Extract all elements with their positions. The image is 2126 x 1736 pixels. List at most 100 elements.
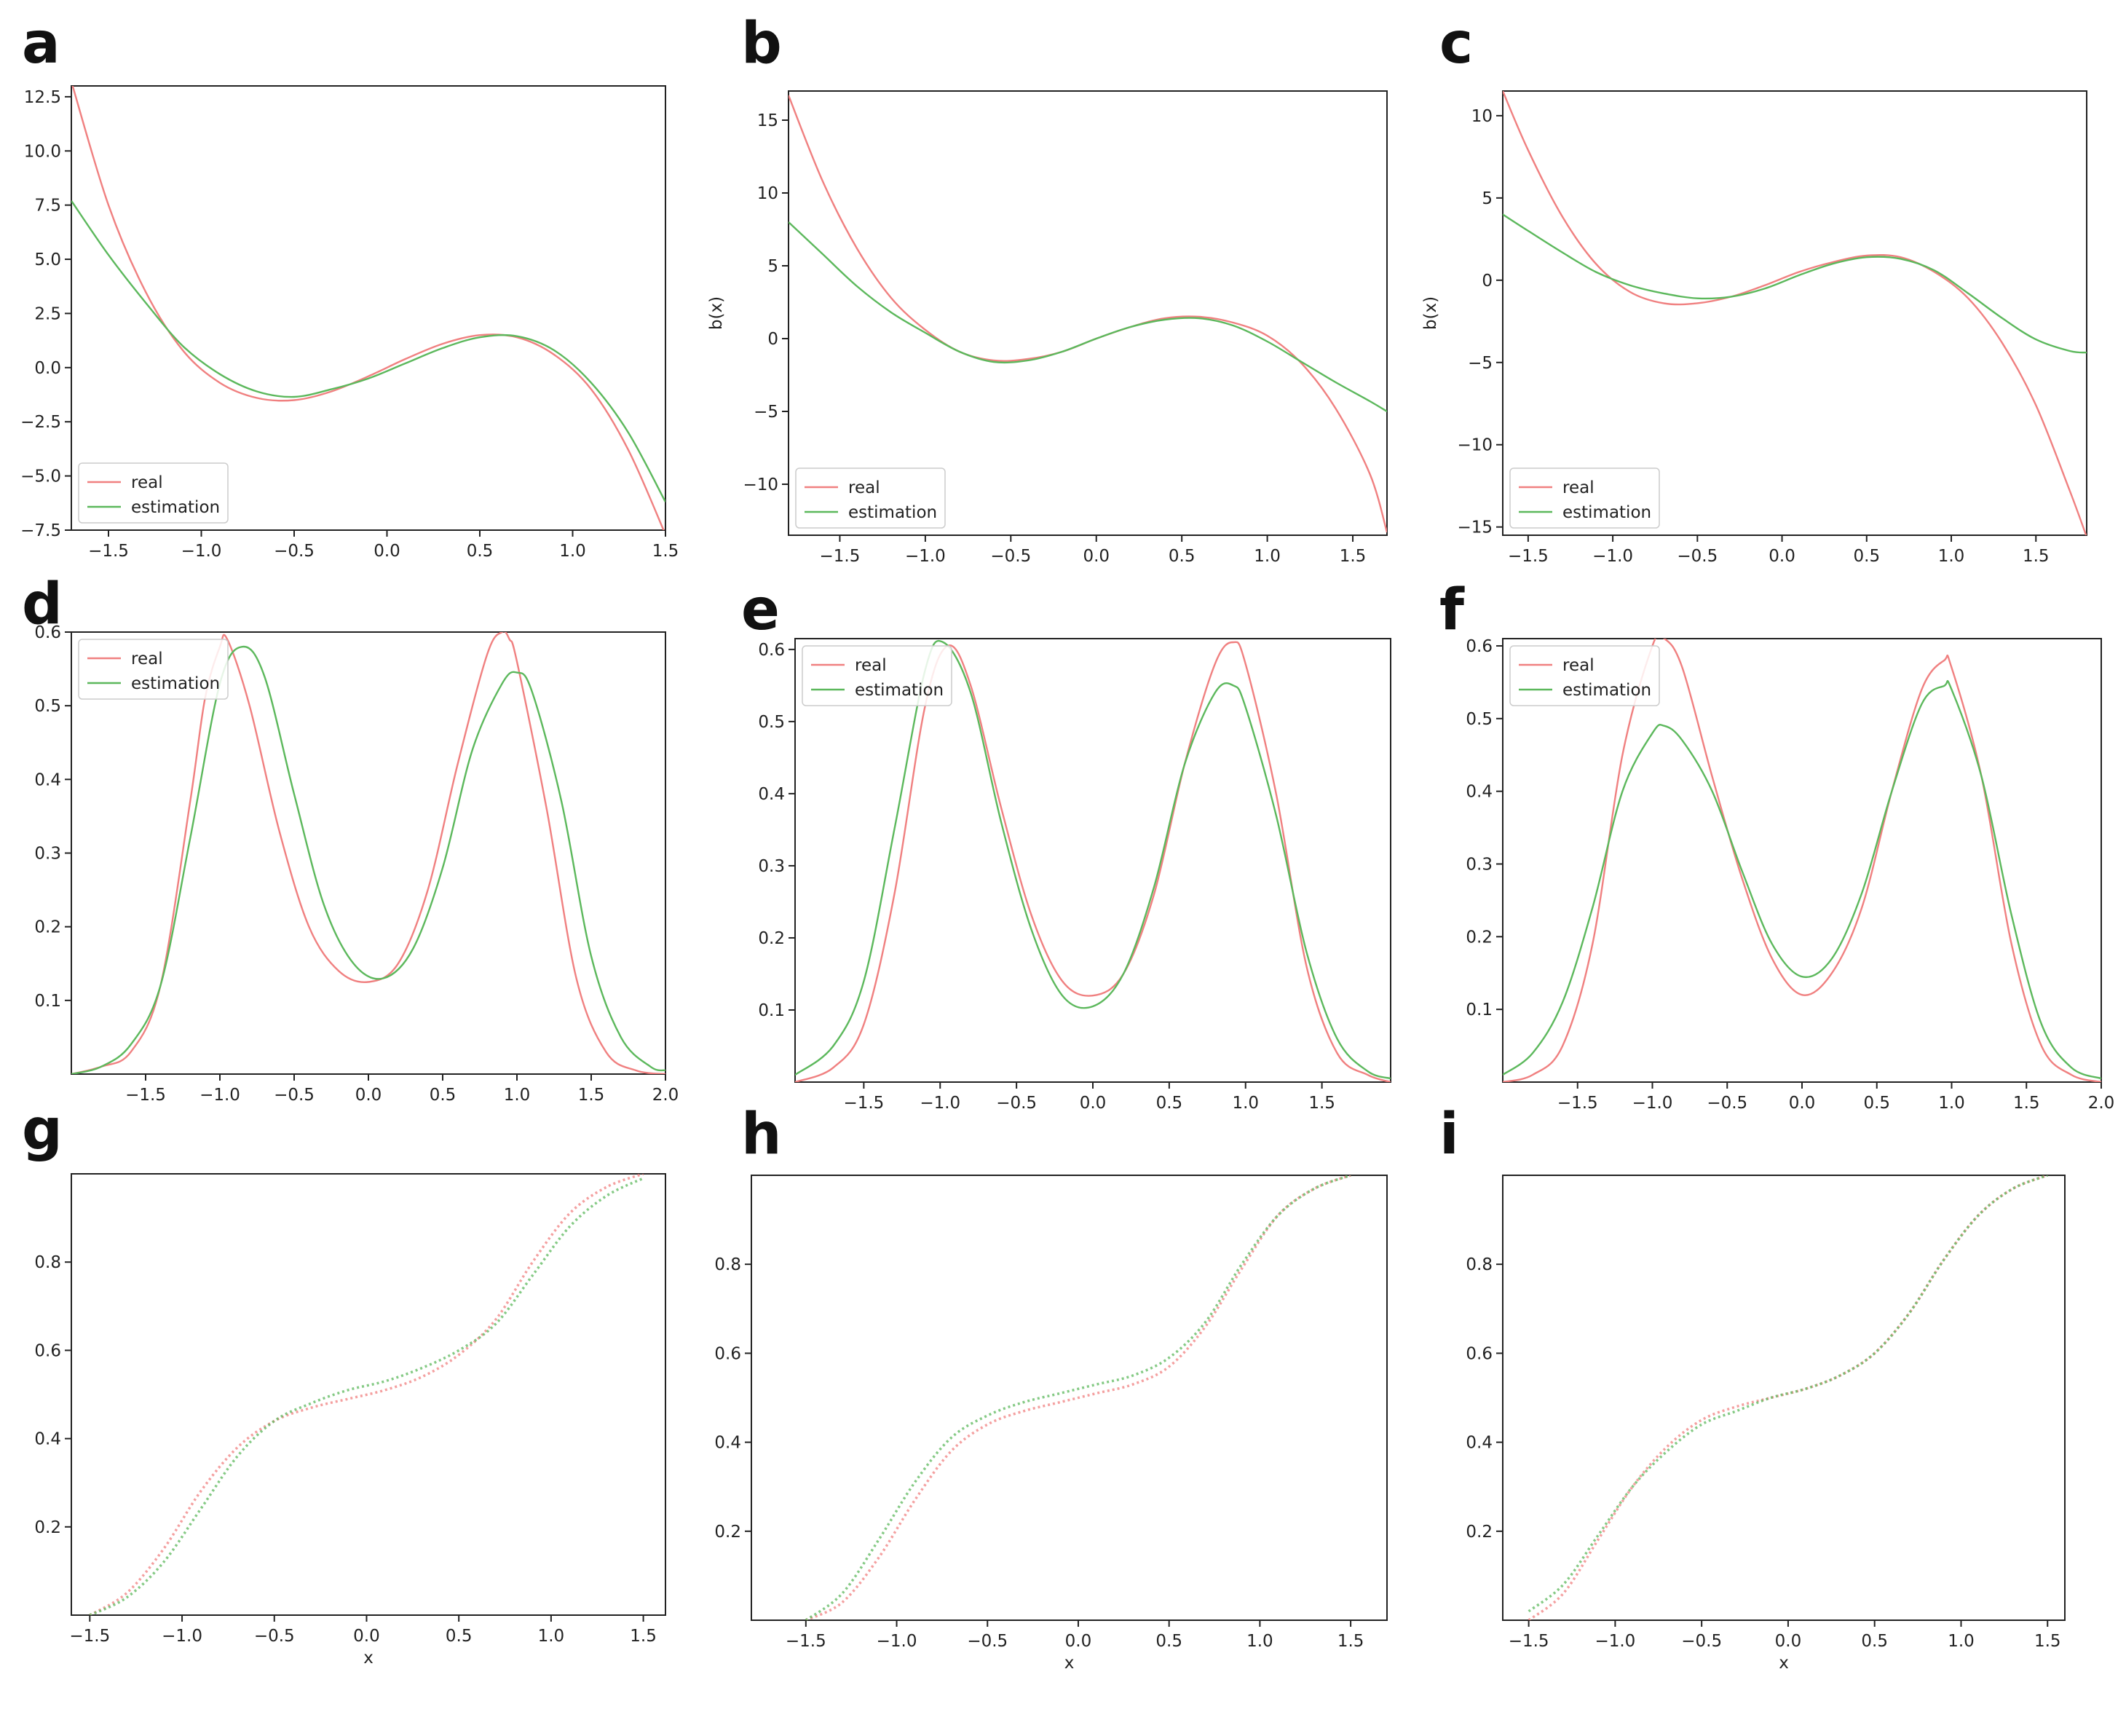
x-tick-label: −1.0	[920, 1094, 960, 1113]
y-tick-label: −10	[743, 476, 778, 494]
legend-box	[802, 645, 952, 706]
series-line-cdf-real	[1528, 1175, 2048, 1620]
series-line-estimation	[1503, 213, 2087, 354]
x-tick-label: −0.5	[274, 542, 315, 561]
x-tick-label: 0.0	[1769, 547, 1795, 566]
y-tick-label: 0.6	[34, 623, 61, 642]
y-tick-label: 0.8	[1466, 1255, 1493, 1274]
legend-entry: estimation	[1562, 681, 1651, 700]
x-tick-label: −1.5	[88, 542, 129, 561]
x-tick-label: −1.0	[1592, 547, 1633, 566]
series-line-real	[795, 641, 1391, 1082]
x-tick-label: 1.5	[2034, 1632, 2061, 1651]
legend-entry: real	[131, 473, 163, 492]
y-axis-label: b(x)	[707, 296, 726, 330]
y-tick-label: 0.8	[714, 1255, 741, 1274]
legend: real estimation	[802, 645, 952, 706]
y-tick-label: 0.3	[1466, 855, 1493, 874]
panel-letter: c	[1439, 11, 1473, 76]
x-tick-label: 1.0	[559, 542, 586, 561]
y-tick-label: 0.2	[1466, 1523, 1493, 1542]
x-tick-label: 1.5	[1337, 1632, 1364, 1651]
x-tick-label: 0.0	[353, 1627, 380, 1646]
y-tick-label: 0.3	[758, 857, 785, 876]
y-tick-label: 0.4	[34, 1430, 61, 1449]
x-tick-label: −0.5	[996, 1094, 1037, 1113]
y-tick-label: 0.6	[758, 641, 785, 660]
panel-letter: d	[22, 572, 63, 637]
legend-box	[78, 639, 229, 700]
series-line-real	[789, 95, 1387, 533]
y-tick-label: 5	[1482, 189, 1493, 208]
panel-i: i −1.5 −1.0 −0.5 0.0 0.5 1.0 1.5 0.2 0.4 0.6 0.8 x	[1439, 1102, 2066, 1673]
series-line-real	[1503, 639, 2101, 1082]
x-tick-label: 0.5	[446, 1627, 473, 1646]
y-tick-label: 5.0	[34, 250, 61, 269]
x-tick-label: 0.0	[1065, 1632, 1092, 1651]
x-tick-label: −0.5	[1707, 1094, 1747, 1113]
x-tick-label: 0.5	[467, 542, 494, 561]
series-line-cdf-real	[89, 1174, 644, 1615]
panel-e: e −1.5 −1.0 −0.5 0.0 0.5 1.0 1.5 0.1 0.2 0.3 0.4 0.5…	[741, 577, 1391, 1113]
y-tick-label: 0	[1482, 272, 1493, 291]
y-tick-label: 0.2	[758, 929, 785, 948]
x-tick-label: −1.0	[1594, 1632, 1635, 1651]
x-tick-label: 1.5	[1340, 547, 1367, 566]
y-tick-label: 0.1	[34, 992, 61, 1011]
axes-frame	[1502, 1175, 2066, 1621]
y-tick-label: 0.2	[34, 918, 61, 937]
x-tick-label: 1.0	[1938, 547, 1965, 566]
panel-b: b −1.5 −1.0 −0.5 0.0 0.5 1.0 1.5 −10 −5 0 5 10 15 b(x)…	[707, 11, 1388, 566]
series-line-cdf-estimation	[1528, 1175, 2048, 1613]
legend-entry: estimation	[855, 681, 944, 700]
legend-entry: real	[131, 650, 163, 668]
x-tick-label: 1.5	[2023, 547, 2050, 566]
x-tick-label: −1.0	[162, 1627, 202, 1646]
panel-letter: i	[1439, 1102, 1459, 1167]
y-tick-label: 7.5	[34, 197, 61, 216]
x-tick-label: −1.0	[905, 547, 946, 566]
legend: real estimation	[1509, 467, 1660, 529]
series-line-estimation	[795, 639, 1391, 1080]
x-tick-label: 1.0	[1246, 1632, 1273, 1651]
y-tick-label: 0.6	[1466, 1344, 1493, 1363]
x-tick-label: 1.5	[2013, 1094, 2040, 1113]
legend-box	[1509, 467, 1660, 529]
x-tick-label: 0.5	[1155, 1632, 1182, 1651]
y-tick-label: 0.4	[1466, 783, 1493, 802]
panel-a: a −1.5 −1.0 −0.5 0.0 0.5 1.0 1.5 −7.5 −5.0 −2.5 0.0…	[20, 11, 679, 561]
x-tick-label: 1.5	[630, 1627, 657, 1646]
x-tick-label: −1.5	[1509, 1632, 1549, 1651]
x-tick-label: 0.5	[1861, 1632, 1888, 1651]
series-line-real	[71, 86, 665, 530]
y-tick-label: 0.4	[714, 1434, 741, 1453]
x-tick-label: 0.5	[1854, 547, 1881, 566]
x-tick-label: 1.0	[1254, 547, 1281, 566]
axes-frame	[1502, 90, 2087, 536]
y-tick-label: 0.2	[714, 1523, 741, 1542]
series-line-estimation	[789, 221, 1387, 413]
x-tick-label: −0.5	[1677, 547, 1718, 566]
legend-entry: estimation	[131, 674, 220, 693]
panel-letter: h	[741, 1102, 782, 1167]
y-tick-label: 12.5	[24, 88, 61, 107]
x-tick-label: −1.0	[181, 542, 222, 561]
y-tick-label: −5	[754, 403, 778, 422]
x-tick-label: 1.0	[1232, 1094, 1259, 1113]
legend-entry: estimation	[131, 498, 220, 517]
y-tick-label: 0.1	[1466, 1001, 1493, 1019]
x-tick-label: −0.5	[967, 1632, 1008, 1651]
panel-h: h −1.5 −1.0 −0.5 0.0 0.5 1.0 1.5 0.2 0.4 0.6 0.8 x	[714, 1102, 1388, 1673]
x-tick-label: 0.0	[355, 1086, 382, 1105]
x-tick-label: 0.0	[1775, 1632, 1802, 1651]
x-tick-label: 1.0	[1938, 1094, 1965, 1113]
x-tick-label: −1.0	[199, 1086, 240, 1105]
y-tick-label: 0.1	[758, 1001, 785, 1020]
y-tick-label: 0.5	[34, 697, 61, 716]
series-line-estimation	[71, 200, 665, 502]
x-tick-label: −1.5	[843, 1094, 884, 1113]
y-tick-label: 10	[757, 184, 778, 203]
x-tick-label: −0.5	[1681, 1632, 1722, 1651]
panel-letter: f	[1439, 577, 1465, 643]
